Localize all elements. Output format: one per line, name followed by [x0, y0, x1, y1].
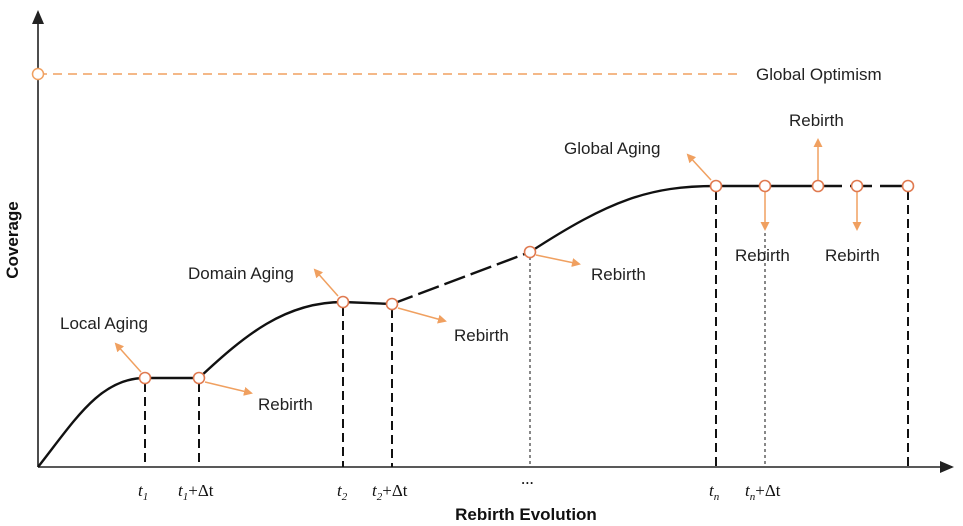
- global-optimism-label: Global Optimism: [756, 65, 882, 84]
- global-aging-label: Global Aging: [564, 139, 660, 158]
- rebirth-label: Rebirth: [825, 246, 880, 265]
- curve-segment-dashed: [391, 250, 531, 306]
- point-tn: [709, 179, 723, 193]
- local-aging-label: Local Aging: [60, 314, 148, 333]
- point-tndt: [758, 179, 772, 193]
- arrow-rebirth-3: [535, 254, 581, 267]
- arrow-global-aging: [686, 153, 712, 181]
- point-mid: [523, 245, 537, 259]
- point-end: [901, 179, 915, 193]
- rebirth-label: Rebirth: [258, 395, 313, 414]
- tick-t2: t2: [337, 481, 348, 503]
- tick-ellipsis: ...: [521, 469, 534, 488]
- point-t2dt: [385, 297, 399, 311]
- rebirth-label: Rebirth: [591, 265, 646, 284]
- arrow-rebirth-1: [204, 381, 253, 396]
- arrow-domain-aging: [313, 268, 339, 297]
- point-t2: [336, 295, 350, 309]
- tick-tn: tn: [709, 481, 720, 503]
- y-axis-title: Coverage: [3, 201, 22, 278]
- rebirth-label: Rebirth: [735, 246, 790, 265]
- rebirth-label: Rebirth: [454, 326, 509, 345]
- domain-aging-label: Domain Aging: [188, 264, 294, 283]
- arrow-local-aging: [114, 342, 142, 373]
- point-rebirth-up: [811, 179, 825, 193]
- tick-t1: t1: [138, 481, 148, 503]
- point-t1dt: [192, 371, 206, 385]
- curve-segment-2: [529, 184, 820, 254]
- x-axis-title: Rebirth Evolution: [455, 505, 597, 524]
- tick-t2-delta: t2+Δt: [372, 481, 408, 503]
- rebirth-label: Rebirth: [789, 111, 844, 130]
- tick-tn-delta: tn+Δt: [745, 481, 781, 503]
- arrow-rebirth-2: [397, 307, 447, 324]
- global-optimism-marker: [31, 67, 45, 81]
- point-rebirth-down: [850, 179, 864, 193]
- tick-t1-delta: t1+Δt: [178, 481, 214, 503]
- point-t1: [138, 371, 152, 385]
